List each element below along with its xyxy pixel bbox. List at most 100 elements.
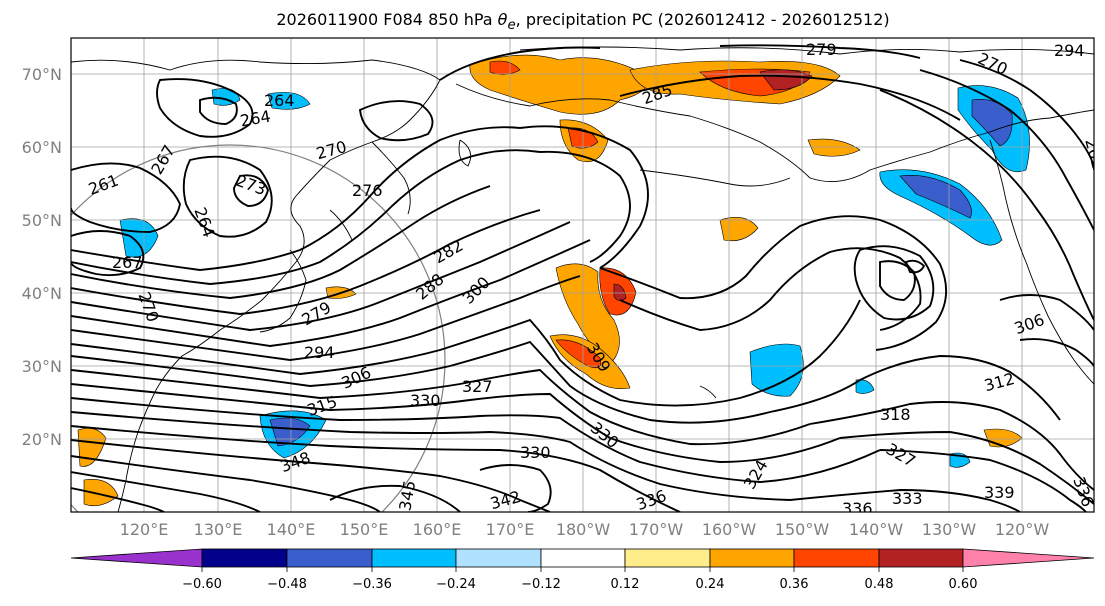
contour-label: 339 <box>984 483 1015 502</box>
colorbar-segment <box>455 548 542 568</box>
contour-label: 336 <box>842 499 873 518</box>
latitude-label: 50°N <box>22 211 62 230</box>
colorbar-tick-labels: −0.60 −0.48 −0.36 −0.24 −0.12 0.12 0.24 … <box>182 577 977 592</box>
colorbar-tick-label: 0.24 <box>696 577 725 592</box>
contour-label: 330 <box>520 443 551 462</box>
contour-line <box>71 439 551 512</box>
precip-positive-area <box>613 283 627 301</box>
contour-line <box>959 59 1094 171</box>
coastline-north-america <box>989 139 1094 385</box>
coastlines <box>71 46 1094 512</box>
coastline-alaska <box>455 83 1094 183</box>
longitude-labels: 120°E 130°E 140°E 150°E 160°E 170°E 180°… <box>120 520 1050 539</box>
coastline-asia <box>117 141 373 512</box>
precip-positive-area <box>555 263 620 363</box>
contour-line <box>71 230 145 277</box>
coastline-alaska <box>458 139 472 167</box>
precip-positive-area <box>83 479 119 507</box>
colorbar-segment <box>201 548 288 568</box>
contour-line <box>769 355 1061 421</box>
title-variable-subscript: e <box>507 18 516 34</box>
contour-label: 318 <box>880 405 911 424</box>
contour-line <box>199 96 238 125</box>
longitude-label: 120°W <box>995 520 1050 539</box>
contour-label: 276 <box>352 181 383 200</box>
contour-line <box>439 46 601 81</box>
longitude-label: 160°E <box>413 520 462 539</box>
contour-line <box>71 487 165 512</box>
map-frame <box>70 37 1095 513</box>
contour-line <box>71 383 841 463</box>
theta-e-contours <box>71 44 1094 512</box>
title-rest: , precipitation PC (2026012412 - 2026012… <box>515 10 890 29</box>
range-ring <box>71 144 446 512</box>
longitude-label: 160°W <box>702 520 757 539</box>
contour-line <box>539 150 631 263</box>
title-variable-symbol: θ <box>497 10 508 29</box>
colorbar-tick-label: −0.12 <box>521 577 561 592</box>
contour-line <box>904 259 926 274</box>
contour-line <box>879 260 916 301</box>
precip-positive-area <box>807 138 861 157</box>
contour-line <box>71 221 571 331</box>
map-area: 279 270 264 264 261 267 273 270 276 264 … <box>71 38 1094 518</box>
precip-negative-area <box>879 169 1003 246</box>
contour-line <box>879 449 1087 512</box>
colorbar-segment <box>709 548 795 568</box>
contour-line <box>71 397 881 483</box>
graticule <box>71 38 1094 512</box>
contour-line <box>71 209 541 315</box>
contour-line <box>71 411 791 501</box>
coastline-asia <box>71 59 441 143</box>
coastline-aleutians <box>639 169 791 187</box>
contour-line <box>619 247 922 331</box>
contour-line <box>71 185 491 299</box>
contour-line <box>71 126 521 271</box>
latitude-label: 70°N <box>22 65 62 84</box>
longitude-label: 150°W <box>775 520 830 539</box>
contour-line <box>71 275 581 361</box>
contour-line <box>789 489 1021 512</box>
colorbar-segment <box>793 548 880 568</box>
longitude-label: 170°E <box>486 520 535 539</box>
colorbar-segment <box>371 548 457 568</box>
precip-positive-area <box>719 217 759 242</box>
contour-label: 330 <box>410 391 441 410</box>
contour-line <box>71 471 261 512</box>
contour-line <box>156 78 254 138</box>
title-forecast: F084 <box>383 10 423 29</box>
precip-negative-area <box>749 343 804 397</box>
colorbar <box>70 548 1095 572</box>
contour-line <box>71 340 771 424</box>
colorbar-segment <box>624 548 711 568</box>
longitude-label: 170°W <box>629 520 684 539</box>
longitude-label: 140°E <box>267 520 316 539</box>
longitude-label: 180°W <box>556 520 611 539</box>
latitude-label: 60°N <box>22 138 62 157</box>
contour-line <box>358 100 434 142</box>
contour-line <box>71 425 681 512</box>
latitude-label: 30°N <box>22 357 62 376</box>
colorbar-tick-label: −0.36 <box>352 577 392 592</box>
contour-line <box>719 44 921 59</box>
contour-line <box>71 239 591 347</box>
colorbar-tick-label: −0.60 <box>182 577 222 592</box>
latitude-labels: 70°N 60°N 50°N 40°N 30°N 20°N <box>22 65 62 449</box>
contour-line <box>71 455 381 512</box>
chart-title: 2026011900 F084 850 hPa θe, precipitatio… <box>0 10 1105 33</box>
precip-negative-area <box>899 175 972 219</box>
colorbar-segment <box>878 548 964 568</box>
title-init: 2026011900 <box>276 10 379 29</box>
contour-line <box>329 484 461 512</box>
contour-label: 264 <box>264 91 295 110</box>
precip-shading <box>77 54 1030 507</box>
contour-label: 294 <box>1054 41 1085 60</box>
precip-negative-area <box>119 218 159 258</box>
precip-negative-area <box>855 379 875 394</box>
colorbar-segment-extend-high <box>962 548 1095 568</box>
precip-positive-area <box>555 339 602 369</box>
contour-line <box>71 318 741 407</box>
coastline-kamchatka <box>371 141 411 215</box>
colorbar-tick-label: −0.24 <box>436 577 476 592</box>
